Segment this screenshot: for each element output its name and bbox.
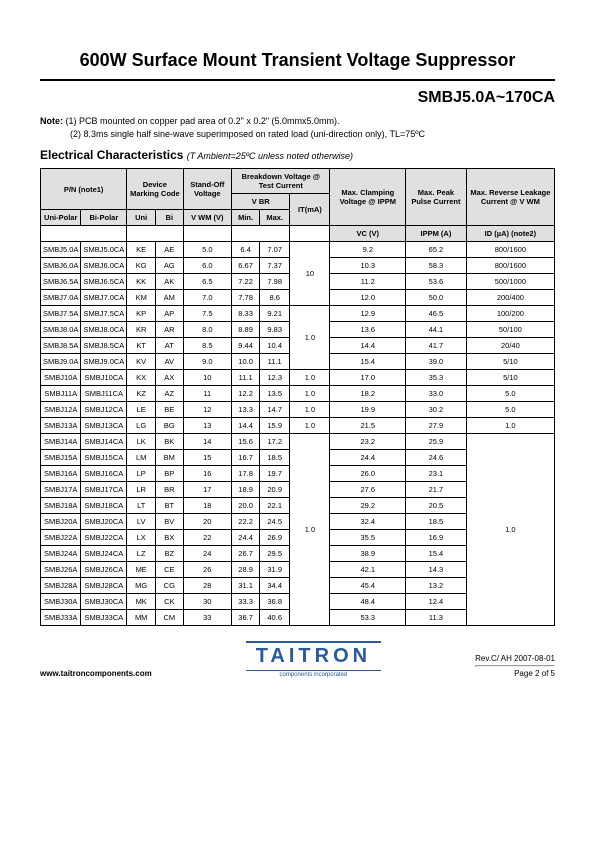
page-subtitle: SMBJ5.0A~170CA (40, 89, 555, 107)
note-2: (2) 8.3ms single half sine-wave superimp… (40, 129, 425, 139)
th-pn: P/N (note1) (41, 169, 127, 210)
footer-rev: Rev.C/ AH 2007-08-01 (475, 654, 555, 663)
th-uni: Uni (127, 210, 156, 226)
th-it: IT(mA) (290, 194, 330, 226)
th-max: Max. (260, 210, 290, 226)
table-row: SMBJ12ASMBJ12CALEBE1213.314.71.019.930.2… (41, 402, 555, 418)
footer-logo: TAITRON components incorporated (152, 641, 475, 678)
th-bi: Bi (156, 210, 183, 226)
footer-url: www.taitroncomponents.com (40, 669, 152, 678)
th-bipolar: Bi-Polar (81, 210, 127, 226)
th-leakage: Max. Reverse Leakage Current @ V WM (466, 169, 554, 226)
footer-page: Page 2 of 5 (475, 669, 555, 678)
th-ippm: IPPM (A) (406, 226, 467, 242)
table-row: SMBJ11ASMBJ11CAKZAZ1112.213.51.018.233.0… (41, 386, 555, 402)
th-id: ID (µA) (note2) (466, 226, 554, 242)
th-unipolar: Uni-Polar (41, 210, 81, 226)
table-row: SMBJ5.0ASMBJ5.0CAKEAE5.06.47.07109.265.2… (41, 242, 555, 258)
table-row: SMBJ14ASMBJ14CALKBK1415.617.21.023.225.9… (41, 434, 555, 450)
title-rule (40, 79, 555, 81)
section-header: Electrical Characteristics (T Ambient=25… (40, 148, 555, 162)
note-label: Note: (40, 116, 63, 126)
th-peak: Max. Peak Pulse Current (406, 169, 467, 226)
page-title: 600W Surface Mount Transient Voltage Sup… (40, 50, 555, 71)
section-title: Electrical Characteristics (40, 148, 183, 162)
th-standoff: Stand-Off Voltage (183, 169, 232, 210)
logo-sub: components incorporated (152, 672, 475, 678)
page-footer: www.taitroncomponents.com TAITRON compon… (40, 641, 555, 678)
table-row: SMBJ7.5ASMBJ7.5CAKPAP7.58.339.211.012.94… (41, 306, 555, 322)
note-1: (1) PCB mounted on copper pad area of 0.… (66, 116, 340, 126)
th-min: Min. (232, 210, 260, 226)
logo-text: TAITRON (246, 641, 381, 671)
section-conditions: (T Ambient=25ºC unless noted otherwise) (187, 151, 353, 161)
th-vwm: V WM (V) (183, 210, 232, 226)
table-row: SMBJ13ASMBJ13CALGBG1314.415.91.021.527.9… (41, 418, 555, 434)
th-vbr: V BR (232, 194, 290, 210)
th-marking: Device Marking Code (127, 169, 183, 210)
th-vc: VC (V) (330, 226, 406, 242)
note-block: Note: (1) PCB mounted on copper pad area… (40, 115, 555, 140)
table-row: SMBJ10ASMBJ10CAKXAX1011.112.31.017.035.3… (41, 370, 555, 386)
th-breakdown: Breakdown Voltage @ Test Current (232, 169, 330, 194)
th-clamping: Max. Clamping Voltage @ IPPM (330, 169, 406, 226)
spec-table: P/N (note1) Device Marking Code Stand-Of… (40, 168, 555, 626)
